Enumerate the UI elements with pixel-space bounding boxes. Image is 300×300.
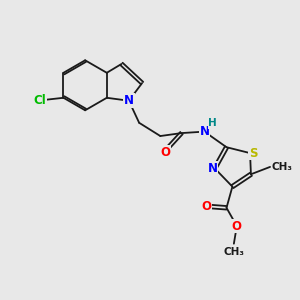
Text: S: S: [249, 147, 257, 160]
Text: CH₃: CH₃: [272, 162, 292, 172]
Text: O: O: [232, 220, 242, 232]
Text: O: O: [201, 200, 211, 213]
Text: CH₃: CH₃: [224, 247, 244, 256]
Text: O: O: [160, 146, 170, 159]
Text: N: N: [207, 162, 218, 175]
Text: Cl: Cl: [34, 94, 46, 106]
Text: H: H: [208, 118, 217, 128]
Text: N: N: [200, 125, 209, 138]
Text: N: N: [124, 94, 134, 107]
